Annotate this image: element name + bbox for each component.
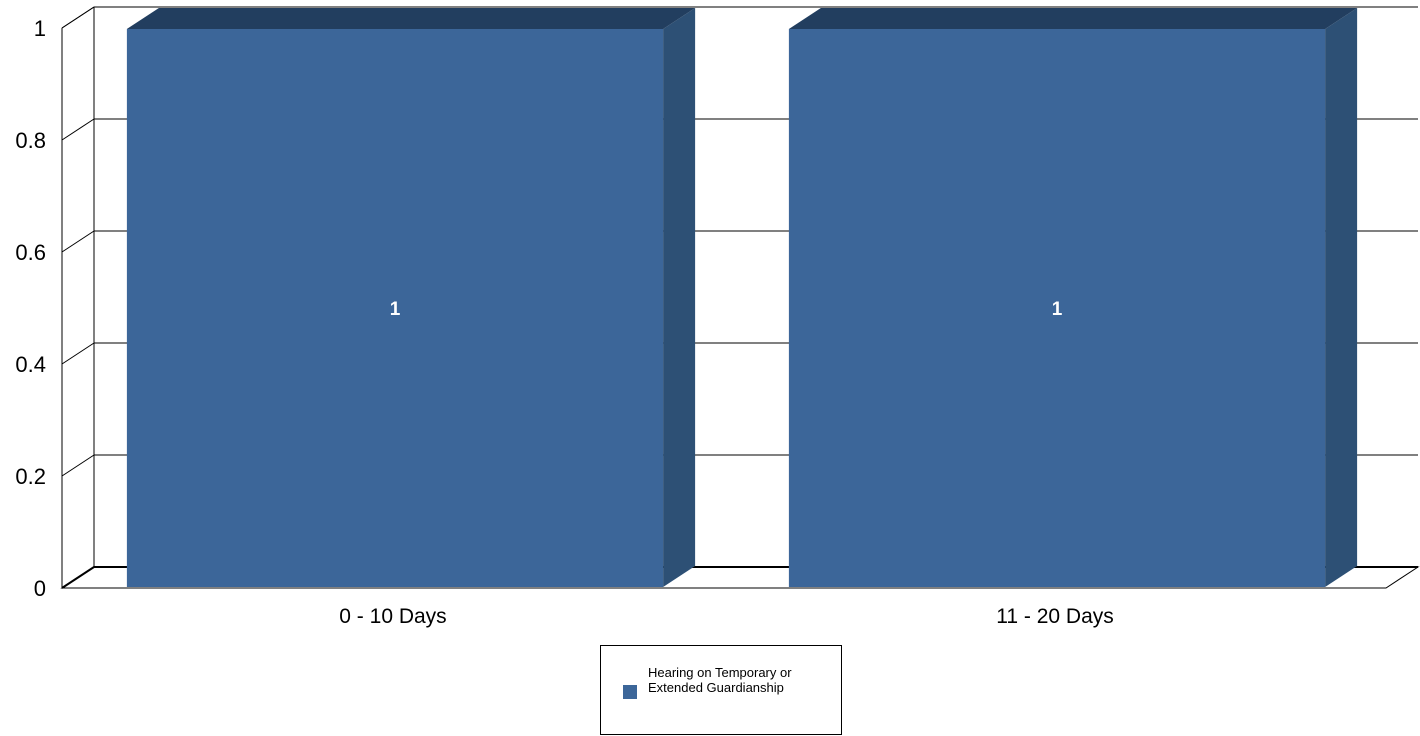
gridline-depth <box>61 342 95 365</box>
data-label: 1 <box>1052 299 1063 320</box>
gridline-depth <box>61 230 95 253</box>
bar-top <box>788 8 1358 29</box>
legend-label: Hearing on Temporary or Extended Guardia… <box>648 665 792 695</box>
bar-side <box>1325 8 1358 587</box>
x-category-label: 11 - 20 Days <box>996 605 1114 628</box>
gridline-depth <box>61 6 95 29</box>
gridline-depth <box>61 118 95 141</box>
floor-left-edge <box>61 566 95 589</box>
x-category-label: 0 - 10 Days <box>339 605 446 628</box>
bar-side <box>663 8 696 587</box>
data-label: 1 <box>390 299 401 320</box>
gridline-depth <box>61 454 95 477</box>
y-tick-label: 0.8 <box>15 128 46 153</box>
y-tick-label: 0.6 <box>15 240 46 265</box>
y-tick-label: 0 <box>34 576 46 601</box>
bar-front <box>126 29 664 587</box>
y-tick-label: 1 <box>34 16 46 41</box>
legend: Hearing on Temporary or Extended Guardia… <box>600 645 842 735</box>
legend-swatch <box>623 685 637 699</box>
bar-top <box>126 8 696 29</box>
y-tick-label: 0.4 <box>15 352 46 377</box>
bar-front <box>788 29 1326 587</box>
y-tick-label: 0.2 <box>15 464 46 489</box>
